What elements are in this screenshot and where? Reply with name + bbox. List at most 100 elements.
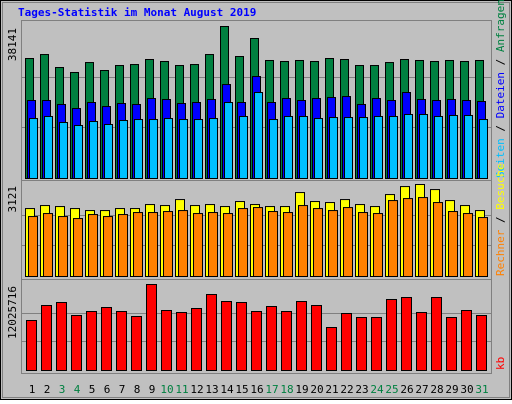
- bar: [59, 122, 68, 179]
- bar: [58, 216, 68, 278]
- bar: [298, 205, 308, 277]
- y-tick-label: 12025716: [6, 286, 19, 339]
- bar: [448, 211, 458, 277]
- x-tick-label: 13: [205, 383, 218, 396]
- bar: [269, 119, 278, 179]
- legend-entry: Rechner: [494, 229, 507, 276]
- bar: [404, 113, 413, 179]
- bar: [374, 115, 383, 179]
- bar: [44, 115, 53, 179]
- legend-entry: kb: [494, 357, 507, 370]
- bar: [224, 102, 233, 179]
- x-tick-label: 26: [400, 383, 413, 396]
- legend: Rechner / Besuche: [494, 163, 507, 276]
- bar: [161, 310, 172, 371]
- bar: [253, 207, 263, 278]
- x-tick-label: 28: [430, 383, 443, 396]
- bar: [419, 113, 428, 179]
- legend-separator: /: [494, 52, 507, 72]
- bar: [116, 311, 127, 371]
- x-tick-label: 21: [325, 383, 338, 396]
- bar: [371, 316, 382, 371]
- x-tick-label: 1: [29, 383, 36, 396]
- bar: [73, 218, 83, 278]
- bar: [329, 117, 338, 179]
- bar: [221, 301, 232, 371]
- x-tick-label: 16: [250, 383, 263, 396]
- x-tick-label: 7: [119, 383, 126, 396]
- x-tick-label: 10: [160, 383, 173, 396]
- x-tick-label: 31: [475, 383, 488, 396]
- bar: [131, 316, 142, 371]
- bar: [299, 115, 308, 179]
- x-tick-label: 25: [385, 383, 398, 396]
- legend: Seiten / Dateien / Anfragen: [494, 0, 507, 178]
- legend-separator: /: [494, 118, 507, 138]
- bar: [314, 118, 323, 179]
- legend-separator: /: [494, 210, 507, 230]
- bar: [401, 296, 412, 371]
- bar: [88, 214, 98, 278]
- x-tick-label: 15: [235, 383, 248, 396]
- x-tick-label: 11: [175, 383, 188, 396]
- bar: [403, 198, 413, 278]
- bar: [461, 310, 472, 371]
- x-tick-label: 6: [104, 383, 111, 396]
- bar: [358, 212, 368, 278]
- x-tick-label: 8: [134, 383, 141, 396]
- bar: [179, 119, 188, 179]
- x-tick-label: 4: [74, 383, 81, 396]
- bar: [254, 91, 263, 179]
- bar: [313, 208, 323, 278]
- bar: [373, 213, 383, 278]
- x-tick-label: 30: [460, 383, 473, 396]
- bar: [101, 307, 112, 371]
- y-tick-label: 38141: [6, 28, 19, 61]
- x-tick-label: 3: [59, 383, 66, 396]
- bar: [56, 302, 67, 371]
- bar: [86, 311, 97, 371]
- bar: [478, 217, 488, 278]
- bar: [148, 212, 158, 278]
- bar: [89, 121, 98, 179]
- bar: [163, 211, 173, 277]
- legend-entry: Besuche: [494, 163, 507, 209]
- bar: [178, 210, 188, 278]
- legend-entry: Dateien: [494, 72, 507, 118]
- x-tick-label: 14: [220, 383, 234, 396]
- bar: [119, 120, 128, 179]
- bar: [104, 124, 113, 179]
- bar: [434, 115, 443, 179]
- bar: [194, 119, 203, 179]
- bar: [343, 207, 353, 278]
- bar: [43, 213, 53, 278]
- bar: [388, 200, 398, 278]
- bar: [209, 118, 218, 179]
- bar: [206, 293, 217, 372]
- bar: [296, 301, 307, 371]
- legend: kb: [494, 357, 507, 370]
- bar: [133, 212, 143, 278]
- bar: [149, 119, 158, 179]
- chart-title: Tages-Statistik im Monat August 2019: [18, 6, 256, 19]
- inner-border: [2, 2, 510, 398]
- bar: [28, 216, 38, 278]
- bar: [311, 305, 322, 371]
- bar: [328, 210, 338, 278]
- legend-entry: Seiten: [494, 138, 507, 178]
- bar: [71, 314, 82, 372]
- x-tick-label: 5: [89, 383, 96, 396]
- bar: [418, 197, 428, 278]
- bar: [476, 314, 487, 372]
- bar: [223, 213, 233, 278]
- bar: [41, 305, 52, 371]
- bar: [386, 299, 397, 372]
- bar: [134, 119, 143, 179]
- bar: [446, 316, 457, 371]
- bar: [26, 319, 37, 372]
- x-tick-label: 18: [280, 383, 293, 396]
- bar: [236, 302, 247, 371]
- bar: [283, 212, 293, 278]
- bar: [326, 326, 337, 371]
